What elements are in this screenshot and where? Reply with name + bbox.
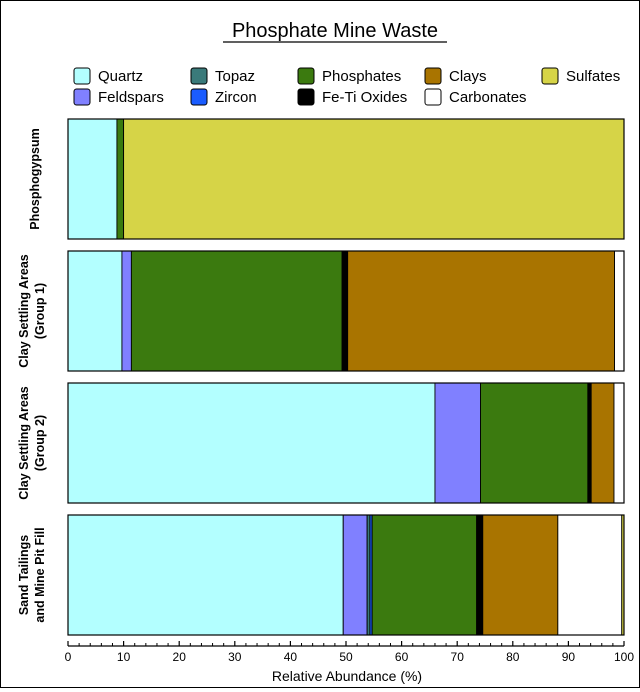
- bar-phosphates-row-4: [371, 514, 478, 636]
- row-label-1-line-1: Phosphogypsum: [28, 128, 42, 229]
- legend-swatch-quartz: [73, 67, 91, 85]
- row-label-4-line-1: Sand Tailings: [17, 535, 31, 615]
- bar-quartz-row-4: [67, 514, 344, 636]
- legend-label-quartz: Quartz: [98, 68, 143, 85]
- bars: [67, 118, 625, 636]
- legend-swatch-zircon: [190, 88, 208, 106]
- legend-label-zircon: Zircon: [215, 89, 257, 106]
- panel-border-row-4: [67, 514, 625, 636]
- bar-sulfates-row-1: [123, 118, 625, 240]
- row-label-1: Phosphogypsum: [28, 128, 42, 229]
- bar-fe-ti-oxides-row-3: [587, 382, 592, 504]
- bar-carbonates-row-4: [557, 514, 623, 636]
- bar-feldspars-row-4: [342, 514, 368, 636]
- legend-label-fe-ti-oxides: Fe-Ti Oxides: [322, 89, 407, 106]
- x-axis-label: Relative Abundance (%): [272, 668, 422, 684]
- x-tick-label-10: 10: [117, 650, 131, 664]
- x-tick-label-50: 50: [339, 650, 353, 664]
- legend: Quartz Feldspars Topaz Zircon Phosphates Fe-T…: [73, 67, 620, 106]
- legend-label-clays: Clays: [449, 68, 487, 85]
- row-label-3: Clay Settling Areas (Group 2): [17, 386, 47, 500]
- legend-label-phosphates: Phosphates: [322, 68, 401, 85]
- bar-phosphates-row-1: [116, 118, 125, 240]
- legend-swatch-topaz: [190, 67, 208, 85]
- legend-label-feldspars: Feldspars: [98, 89, 164, 106]
- panel-border-row-1: [67, 118, 625, 240]
- legend-swatch-carbonates: [424, 88, 442, 106]
- row-label-4: Sand Tailings and Mine Pit Fill: [17, 527, 47, 622]
- row-label-3-line-2: (Group 2): [33, 415, 47, 471]
- x-tick-label-90: 90: [562, 650, 576, 664]
- bar-quartz-row-1: [67, 118, 118, 240]
- x-tick-label-0: 0: [65, 650, 72, 664]
- x-tick-label-60: 60: [395, 650, 409, 664]
- panel-border-row-3: [67, 382, 625, 504]
- bar-clays-row-2: [347, 250, 615, 372]
- x-axis: 0 10 20 30 40 50 60 70 80 90 100: [65, 641, 634, 664]
- legend-label-topaz: Topaz: [215, 68, 255, 85]
- bar-feldspars-row-2: [121, 250, 132, 372]
- legend-swatch-phosphates: [297, 67, 315, 85]
- bar-feldspars-row-3: [434, 382, 482, 504]
- row-label-2: Clay Settling Areas (Group 1): [17, 254, 47, 368]
- row-label-2-line-1: Clay Settling Areas: [17, 254, 31, 368]
- bar-quartz-row-3: [67, 382, 436, 504]
- bar-carbonates-row-2: [614, 250, 625, 372]
- x-tick-label-100: 100: [614, 650, 634, 664]
- bar-phosphates-row-3: [480, 382, 589, 504]
- legend-swatch-clays: [424, 67, 442, 85]
- row-label-2-line-2: (Group 1): [33, 283, 47, 339]
- row-label-3-line-1: Clay Settling Areas: [17, 386, 31, 500]
- bar-fe-ti-oxides-row-2: [341, 250, 349, 372]
- panel-border-row-2: [67, 250, 625, 372]
- legend-swatch-sulfates: [541, 67, 559, 85]
- legend-label-sulfates: Sulfates: [566, 68, 620, 85]
- legend-swatch-fe-ti-oxides: [297, 88, 315, 106]
- row-label-4-line-2: and Mine Pit Fill: [33, 527, 47, 622]
- bar-fe-ti-oxides-row-4: [476, 514, 484, 636]
- x-tick-label-30: 30: [228, 650, 242, 664]
- bar-quartz-row-2: [67, 250, 123, 372]
- legend-label-carbonates: Carbonates: [449, 89, 527, 106]
- bar-clays-row-3: [590, 382, 615, 504]
- x-tick-label-70: 70: [451, 650, 465, 664]
- x-tick-label-80: 80: [506, 650, 520, 664]
- bar-phosphates-row-2: [130, 250, 343, 372]
- bar-clays-row-4: [482, 514, 559, 636]
- bar-carbonates-row-3: [613, 382, 625, 504]
- legend-swatch-feldspars: [73, 88, 91, 106]
- x-tick-label-20: 20: [173, 650, 187, 664]
- x-tick-label-40: 40: [284, 650, 298, 664]
- chart-title: Phosphate Mine Waste: [232, 20, 438, 42]
